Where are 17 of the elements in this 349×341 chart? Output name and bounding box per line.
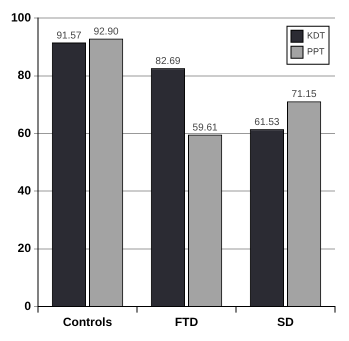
x-tick-label: Controls [62, 315, 112, 330]
data-label: 59.61 [192, 122, 218, 134]
x-tick-label: FTD [174, 315, 199, 330]
y-tick-label: 80 [18, 68, 32, 82]
data-label: 82.69 [155, 56, 181, 67]
data-label: 61.53 [254, 116, 280, 128]
data-label: 91.57 [56, 30, 82, 42]
legend-label: KDT [307, 30, 326, 41]
data-label: 71.15 [292, 89, 318, 100]
y-tick-label: 0 [24, 298, 32, 313]
y-tick-label: 40 [18, 184, 32, 198]
legend-label: PPT [307, 46, 326, 57]
x-tick-label: SD [277, 315, 294, 330]
y-tick-label: 60 [18, 126, 32, 140]
data-label: 92.90 [94, 26, 120, 38]
y-tick-label: 20 [18, 241, 32, 256]
y-tick-label: 100 [10, 10, 32, 25]
